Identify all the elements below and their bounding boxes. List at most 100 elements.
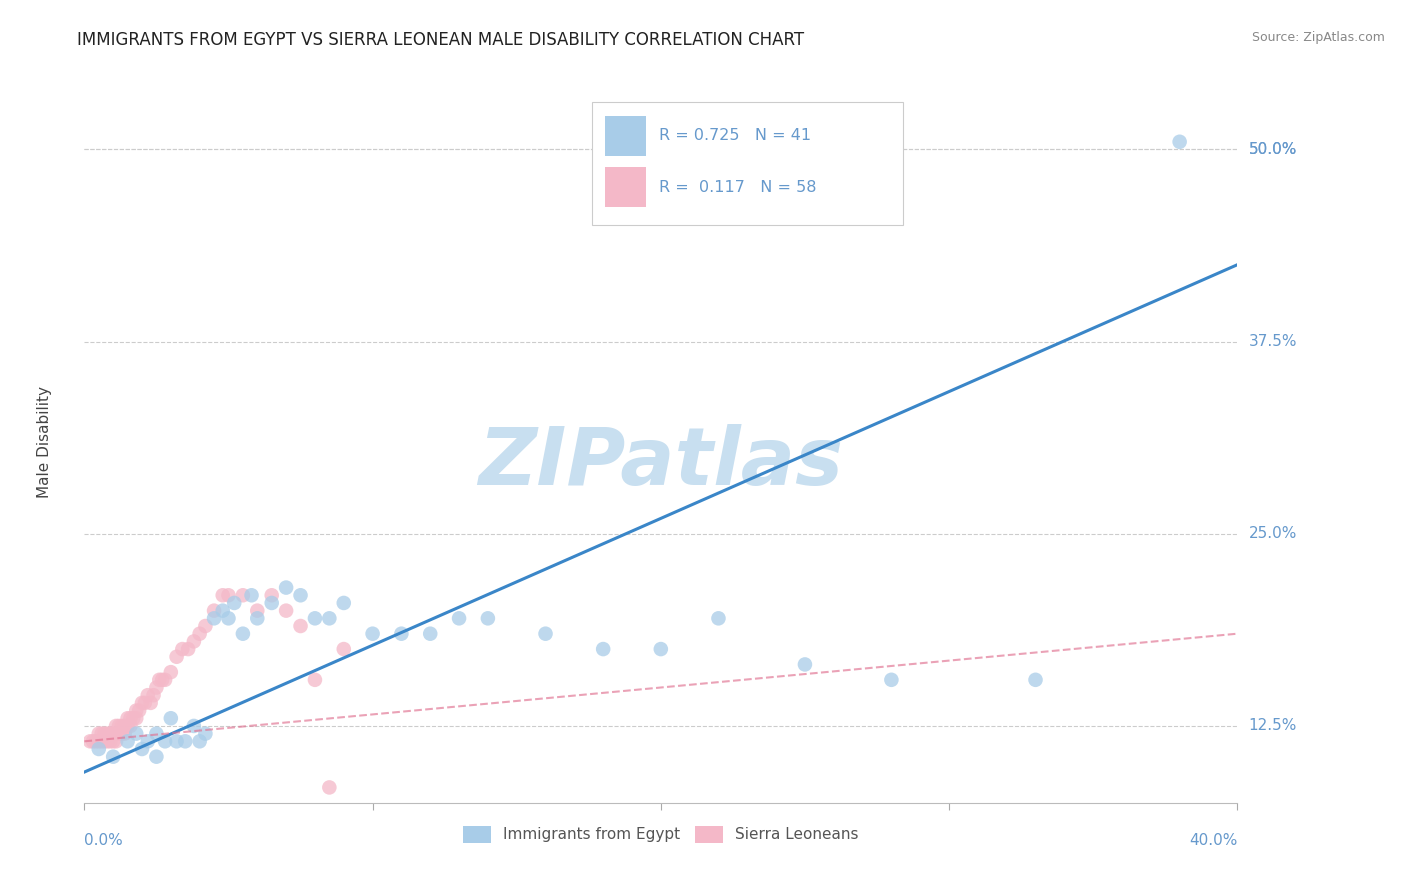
Point [153,673,176,687]
Point [150,673,173,687]
Point [84,734,107,748]
Point [108,726,131,740]
Point [139,696,162,710]
Point [87,726,110,740]
Point [650,642,672,657]
Point [318,611,340,625]
Point [160,711,183,725]
Point [128,704,150,718]
Bar [606,167,645,207]
Point [174,734,197,748]
Point [260,596,283,610]
Point [183,634,205,648]
Point [93,726,115,740]
Text: R = 0.725   N = 41: R = 0.725 N = 41 [658,128,811,144]
Point [318,780,340,795]
Point [232,588,254,602]
Point [90,734,112,748]
Text: ZIPatlas: ZIPatlas [478,425,844,502]
Point [391,626,413,640]
Point [333,596,356,610]
Point [117,734,139,748]
Point [419,626,441,640]
Point [188,734,211,748]
Point [98,734,121,748]
Text: 0.0%: 0.0% [84,833,124,848]
Point [172,642,194,657]
Point [114,719,136,733]
Point [134,696,156,710]
Point [880,673,903,687]
Legend: Immigrants from Egypt, Sierra Leoneans: Immigrants from Egypt, Sierra Leoneans [457,820,865,849]
Point [166,649,188,664]
Point [1168,135,1191,149]
Point [202,604,225,618]
Point [98,726,121,740]
Point [211,604,233,618]
Point [224,596,246,610]
Point [117,711,139,725]
Point [122,711,145,725]
Point [232,626,254,640]
Point [707,611,730,625]
Point [136,688,159,702]
Point [145,681,167,695]
Text: 50.0%: 50.0% [1249,142,1296,157]
Point [211,588,233,602]
Text: 50.0%: 50.0% [1249,142,1296,157]
Point [304,611,326,625]
Point [194,619,217,633]
Point [304,673,326,687]
Point [103,749,124,764]
Point [246,611,269,625]
Point [114,726,136,740]
Point [82,734,104,748]
Text: Male Disability: Male Disability [37,385,52,498]
Point [1025,673,1047,687]
Text: 12.5%: 12.5% [1249,718,1296,733]
Point [148,673,170,687]
Point [87,742,110,756]
Text: IMMIGRANTS FROM EGYPT VS SIERRA LEONEAN MALE DISABILITY CORRELATION CHART: IMMIGRANTS FROM EGYPT VS SIERRA LEONEAN … [77,31,804,49]
Point [260,588,283,602]
Point [218,588,240,602]
Point [125,704,148,718]
Point [794,657,817,672]
Point [79,734,101,748]
Point [96,726,118,740]
Text: 37.5%: 37.5% [1249,334,1296,349]
Point [103,726,124,740]
Point [117,719,139,733]
Text: 25.0%: 25.0% [1249,526,1296,541]
Point [183,719,205,733]
Point [449,611,471,625]
Point [240,588,263,602]
Point [120,711,142,725]
Point [125,711,148,725]
Point [111,719,134,733]
Point [145,726,167,740]
Point [153,734,176,748]
Point [276,581,298,595]
Point [87,734,110,748]
Text: Source: ZipAtlas.com: Source: ZipAtlas.com [1251,31,1385,45]
Point [145,749,167,764]
Point [166,734,188,748]
Point [177,642,200,657]
Point [276,604,298,618]
Point [592,642,614,657]
Point [136,734,159,748]
Point [125,726,148,740]
Point [103,734,124,748]
Point [218,611,240,625]
Text: R =  0.117   N = 58: R = 0.117 N = 58 [658,179,815,194]
Bar [606,116,645,156]
Point [96,734,118,748]
Point [105,719,128,733]
Point [246,604,269,618]
Point [361,626,384,640]
Point [111,726,134,740]
Point [142,688,165,702]
FancyBboxPatch shape [592,102,903,225]
Point [131,742,153,756]
